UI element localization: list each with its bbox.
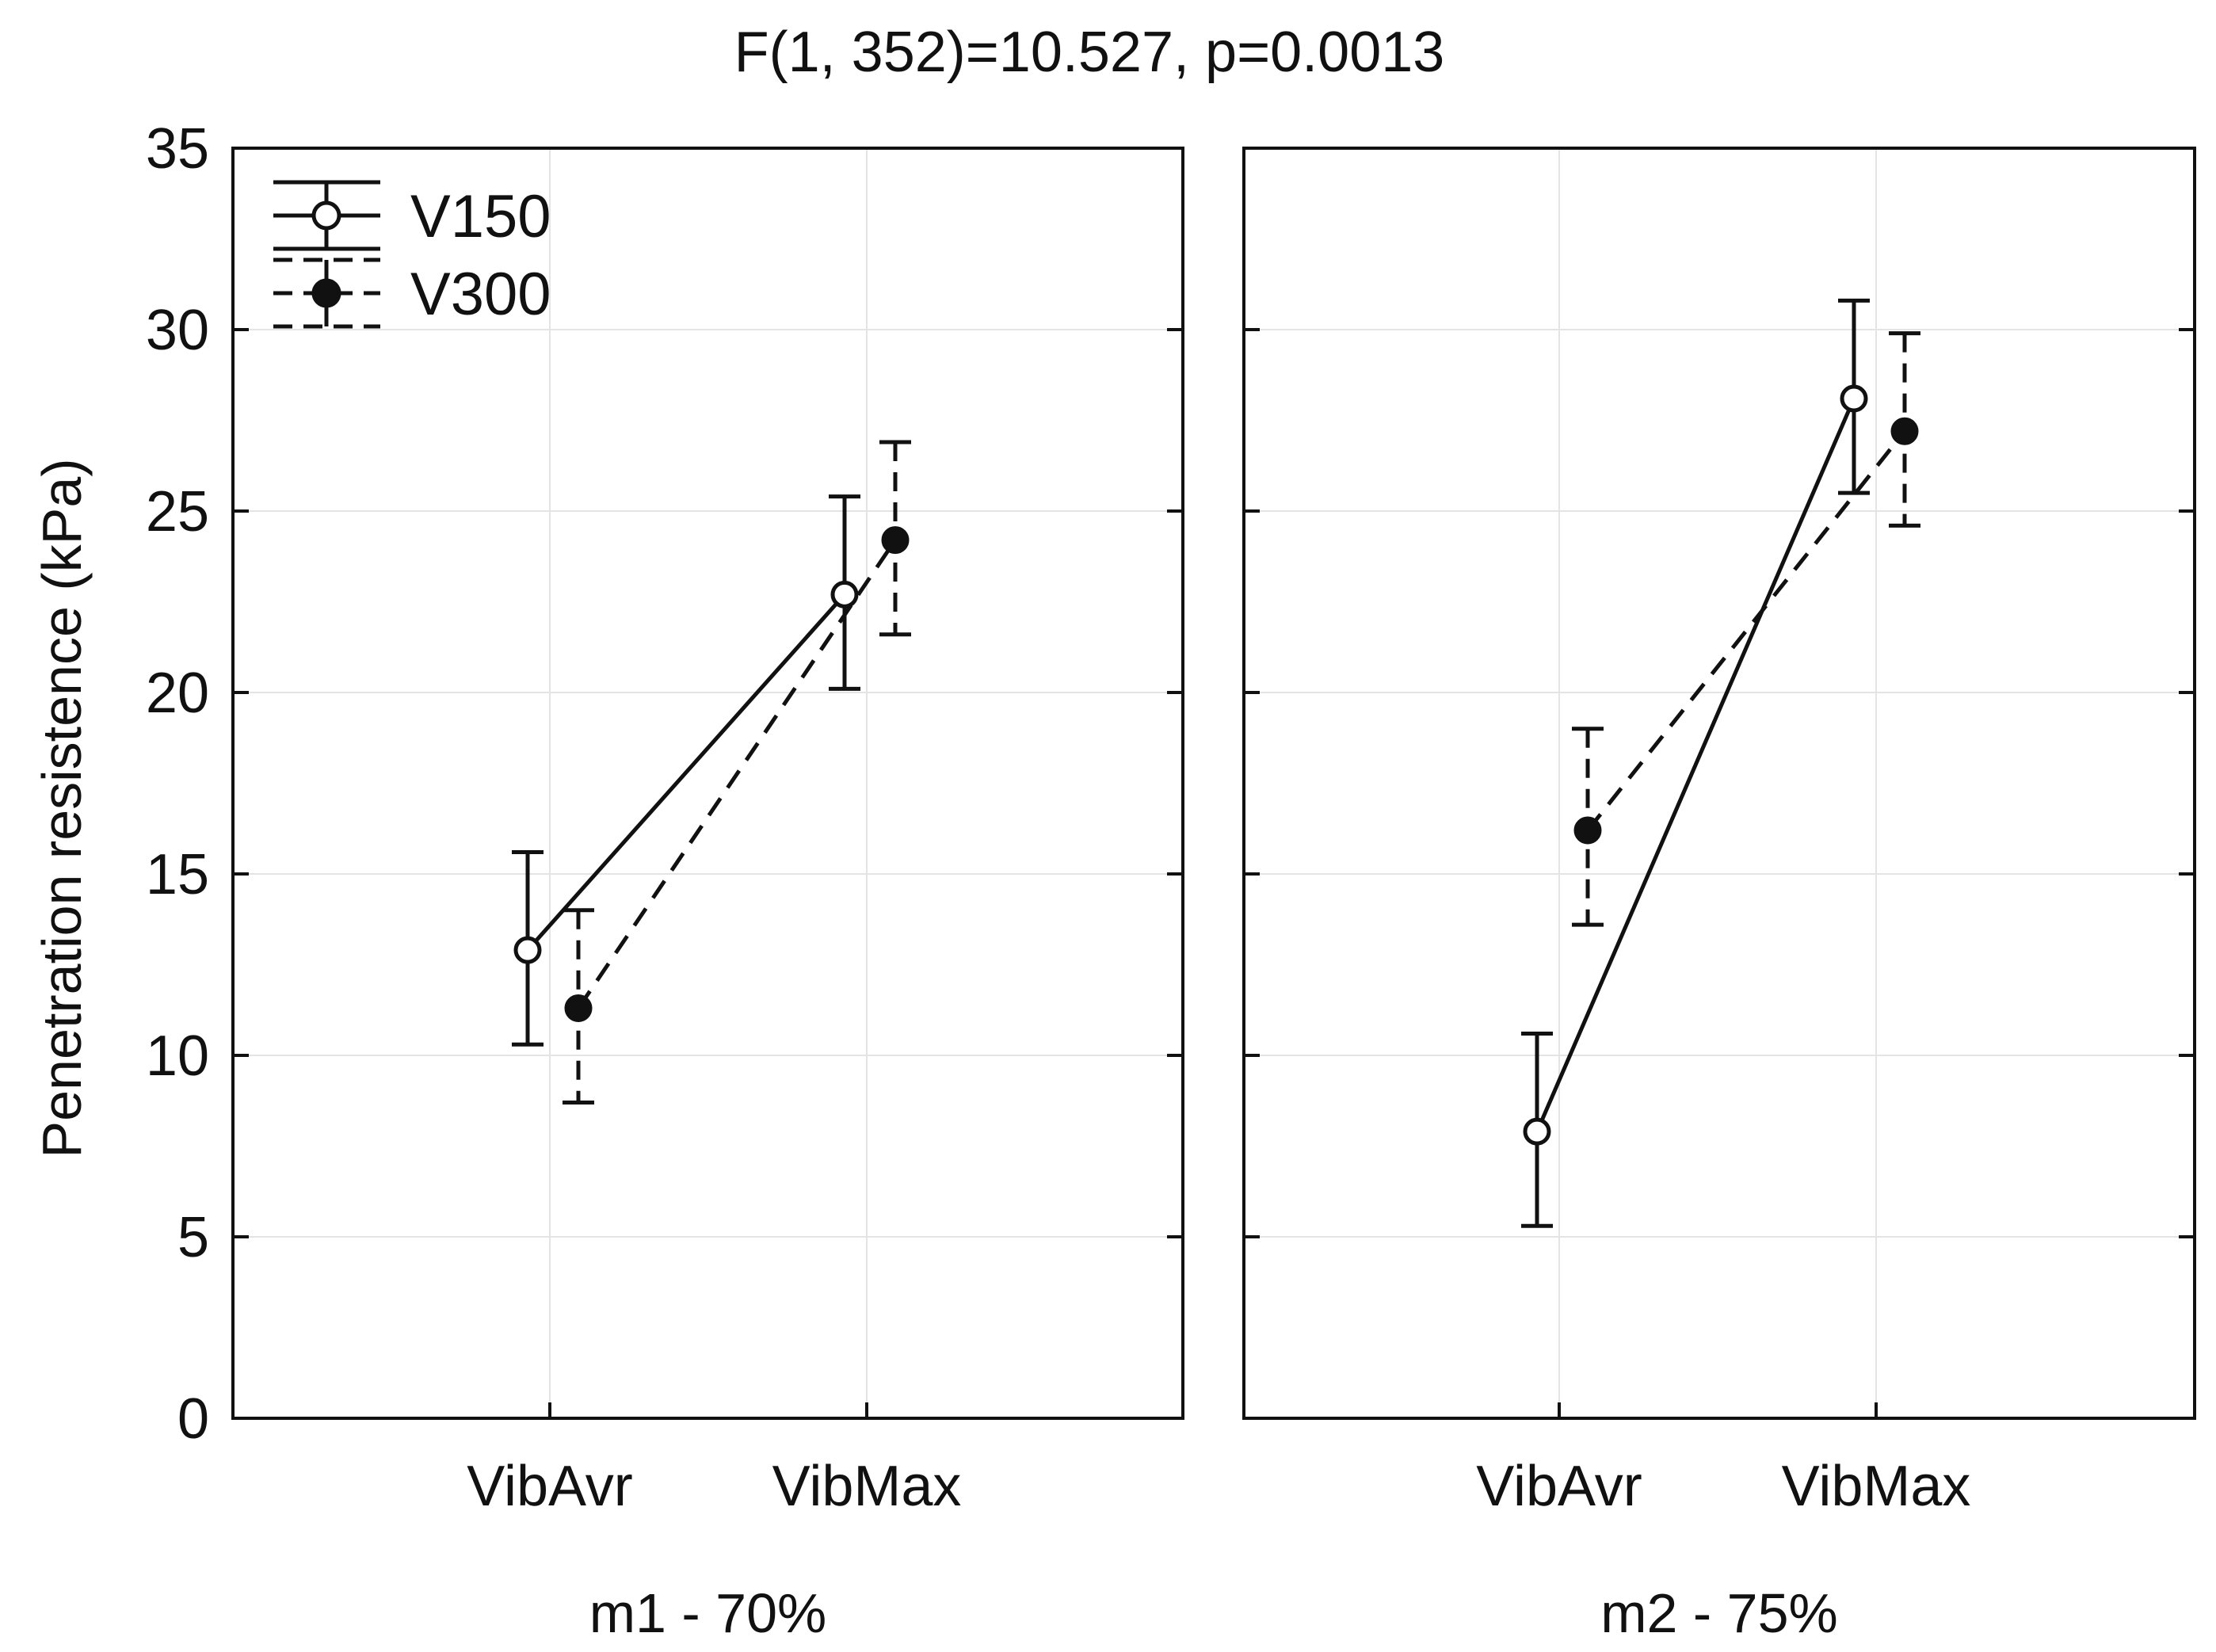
legend: V150 V300 [273,180,551,329]
legend-marker [311,278,341,308]
y-tick-label: 35 [146,117,209,181]
plot-frame [1242,147,2196,1420]
data-point [564,994,593,1022]
y-tick-label: 30 [146,299,209,362]
y-tick-label: 10 [146,1024,209,1088]
series-line [576,539,898,1009]
y-tick-label: 25 [146,480,209,544]
y-tick-label: 20 [146,662,209,725]
chart-title: F(1, 352)=10.527, p=0.0013 [734,21,1445,84]
panel-label: m2 - 75% [1600,1582,1838,1644]
x-tick-label: VibMax [772,1455,962,1518]
data-point [513,936,542,964]
series-v300 [1572,331,1920,927]
data-point [881,526,910,555]
y-axis-label: Penetration resistence (kPa) [31,458,93,1158]
data-point [1523,1117,1551,1146]
x-tick-label: VibAvr [467,1455,632,1518]
data-point [830,580,859,609]
x-tick-label: VibMax [1782,1455,1971,1518]
plot-layer: 0 5 10 15 20 25 30 35 VibAvr VibMax m1 - 70% VibAvr… [146,117,2196,1644]
data-point [1573,816,1602,845]
y-tick-label: 15 [146,843,209,906]
panel-label: m1 - 70% [589,1582,827,1644]
legend-entry-v300: V300 [273,258,551,329]
plot-frame [231,147,1184,1420]
series-line [526,593,846,952]
x-tick-label: VibAvr [1476,1455,1642,1518]
series-line [1586,429,1906,832]
legend-marker [311,200,341,231]
legend-entry-v150: V150 [273,180,551,251]
legend-label: V150 [410,183,551,250]
data-point [1840,384,1868,413]
series-line [1535,398,1856,1133]
data-point [1890,417,1919,445]
panel-1: 0 5 10 15 20 25 30 35 VibAvr VibMax m1 - 70% [146,117,1184,1644]
series-v300 [563,440,911,1105]
legend-label: V300 [410,261,551,328]
series-v150 [512,494,860,1047]
y-tick-label: 5 [177,1206,209,1269]
series-v150 [1521,298,1870,1228]
panel-2: VibAvr VibMax m2 - 75% [1242,147,2196,1644]
y-tick-label: 0 [177,1387,209,1451]
